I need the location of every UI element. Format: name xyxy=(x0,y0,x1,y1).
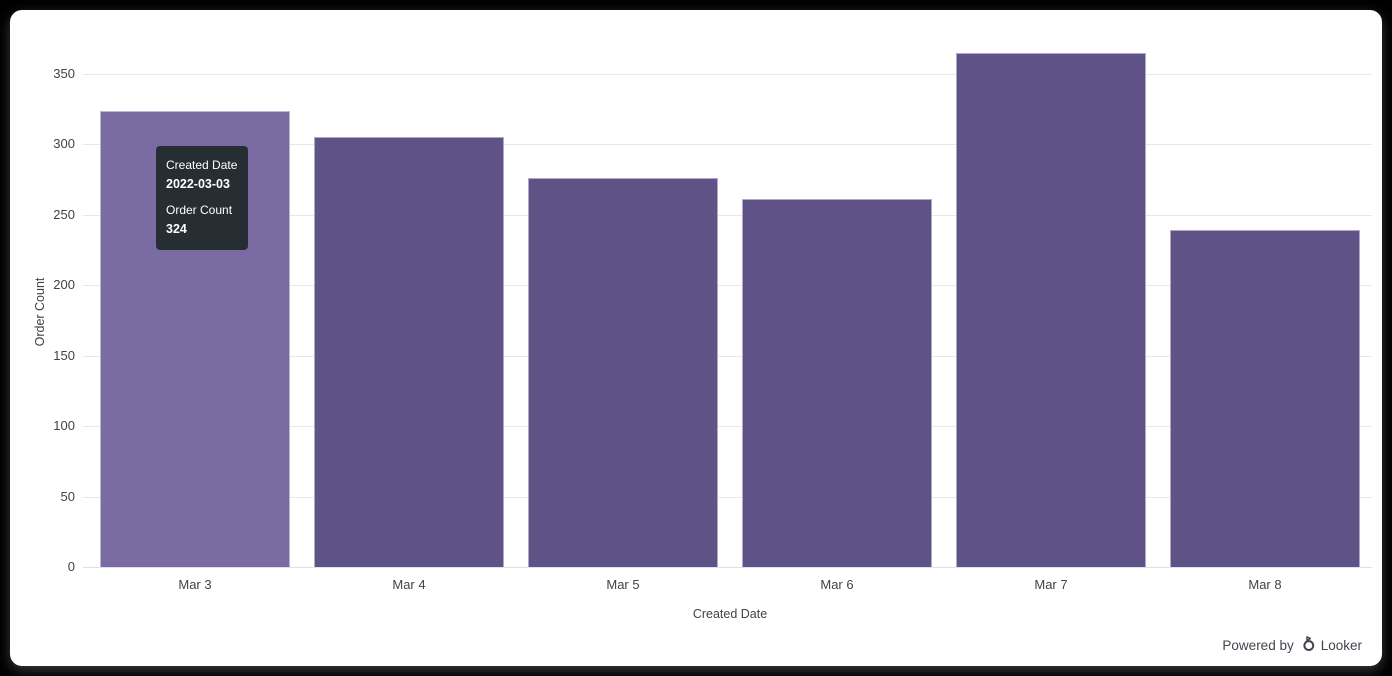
looker-logo-icon xyxy=(1301,636,1316,655)
x-axis-line xyxy=(83,567,1372,568)
x-axis-title: Created Date xyxy=(692,607,768,621)
bar-mar-6[interactable] xyxy=(742,199,932,567)
gridline xyxy=(83,426,1372,428)
gridline xyxy=(83,73,1372,75)
tooltip-field2-label: Order Count xyxy=(166,203,233,217)
x-tick-label: Mar 8 xyxy=(1248,577,1282,592)
y-tick-label: 350 xyxy=(53,65,75,81)
y-tick-label: 250 xyxy=(53,206,75,222)
bar-mar-5[interactable] xyxy=(528,178,718,567)
looker-brand-text: Looker xyxy=(1320,638,1362,653)
powered-by-looker[interactable]: Powered by Looker xyxy=(1222,636,1362,655)
y-tick-label: 0 xyxy=(67,559,75,574)
tooltip-spacer xyxy=(166,192,238,203)
y-tick-label: 50 xyxy=(60,488,75,504)
plot-area: 0 50 100 150 200 250 300 350 Mar 3 Mar 4 Mar 5 Mar … xyxy=(53,40,1372,592)
bar-mar-7[interactable] xyxy=(956,52,1146,567)
bar-group xyxy=(944,40,1158,567)
y-tick-label: 300 xyxy=(53,136,75,152)
chart-canvas: 0 50 100 150 200 250 300 350 Mar 3 Mar 4 Mar 5 Mar … xyxy=(10,10,1382,666)
x-tick-label: Mar 3 xyxy=(178,577,212,592)
bar-group xyxy=(730,40,944,567)
bar-group xyxy=(1158,40,1372,567)
x-tick-label: Mar 6 xyxy=(820,577,854,592)
powered-by-text: Powered by xyxy=(1222,638,1294,653)
gridline xyxy=(83,285,1372,287)
tooltip-field1-value: 2022-03-03 xyxy=(166,177,230,191)
x-tick-label: Mar 5 xyxy=(606,577,640,592)
tooltip-field2-value: 324 xyxy=(166,222,187,236)
tooltip-field1-label: Created Date xyxy=(166,158,238,172)
bar-group xyxy=(302,40,516,567)
bar-group xyxy=(516,40,730,567)
bar-mar-8[interactable] xyxy=(1170,230,1360,567)
y-axis-title: Order Count xyxy=(33,277,47,347)
gridline xyxy=(83,214,1372,216)
bar-group xyxy=(88,40,302,567)
tooltip: Created Date 2022-03-03 Order Count 324 xyxy=(156,146,248,250)
x-tick-label: Mar 7 xyxy=(1034,577,1068,592)
x-tick-label: Mar 4 xyxy=(392,577,426,592)
y-tick-label: 200 xyxy=(53,277,75,293)
gridline xyxy=(83,355,1372,357)
y-tick-label: 150 xyxy=(53,347,75,363)
gridline xyxy=(83,144,1372,146)
y-tick-label: 100 xyxy=(53,418,75,434)
gridline xyxy=(83,496,1372,498)
bar-mar-4[interactable] xyxy=(314,137,504,567)
